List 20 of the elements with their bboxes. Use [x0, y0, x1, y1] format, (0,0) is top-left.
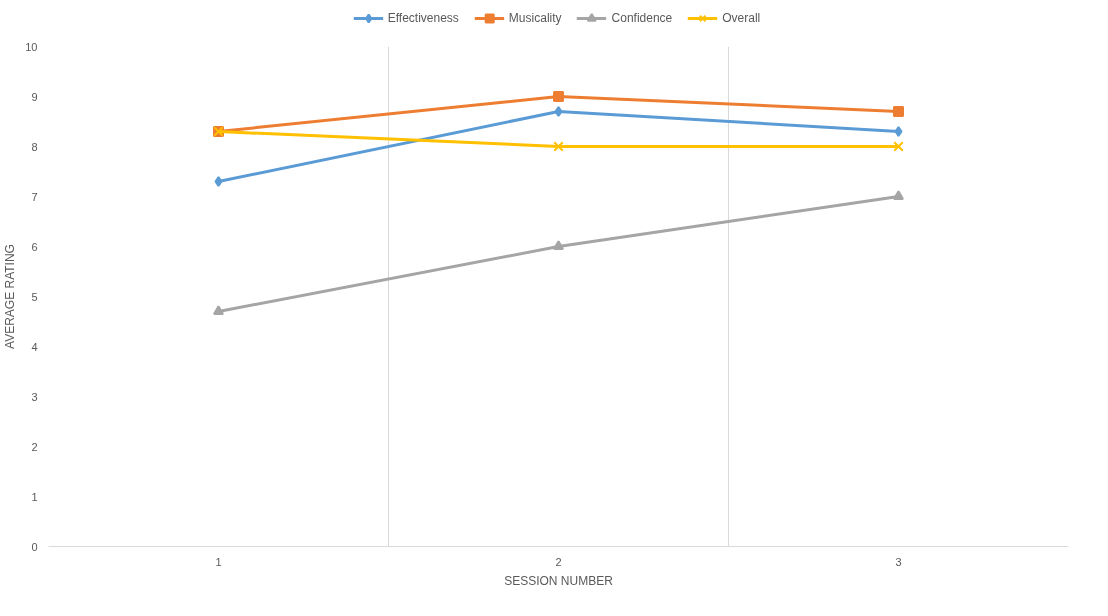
- y-tick-label: 6: [31, 240, 38, 253]
- y-tick-label: 3: [31, 390, 38, 403]
- y-tick-label: 10: [25, 40, 38, 53]
- y-tick-label: 5: [31, 290, 38, 303]
- y-tick-label: 4: [31, 340, 38, 353]
- legend-label: Overall: [722, 11, 761, 25]
- legend-label: Confidence: [611, 11, 673, 25]
- x-tick-label: 2: [555, 555, 562, 568]
- y-tick-label: 0: [31, 540, 38, 553]
- y-tick-label: 7: [31, 190, 38, 203]
- legend-label: Effectiveness: [387, 11, 459, 25]
- y-tick-label: 2: [31, 440, 38, 453]
- legend-label: Musicality: [508, 11, 562, 25]
- y-tick-label: 1: [31, 490, 38, 503]
- x-tick-label: 1: [215, 555, 222, 568]
- y-tick-label: 8: [31, 140, 38, 153]
- x-axis-title: SESSION NUMBER: [504, 573, 614, 588]
- x-tick-label: 3: [895, 555, 902, 568]
- y-tick-label: 9: [31, 90, 38, 103]
- y-axis-title: AVERAGE RATING: [3, 244, 18, 349]
